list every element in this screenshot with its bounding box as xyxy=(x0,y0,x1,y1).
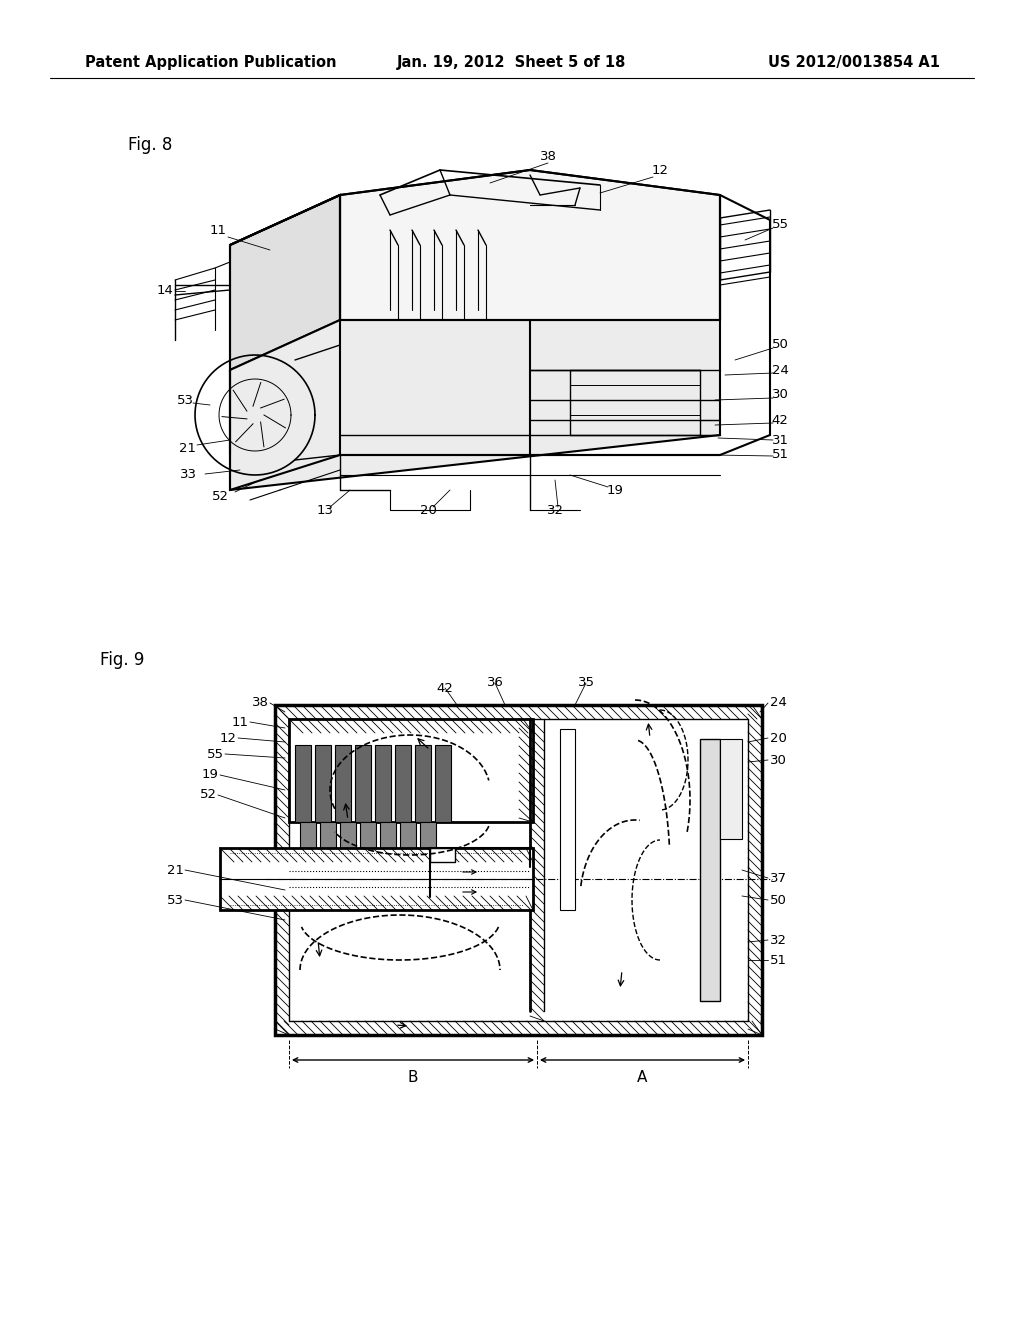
Text: US 2012/0013854 A1: US 2012/0013854 A1 xyxy=(768,54,940,70)
Text: Fig. 8: Fig. 8 xyxy=(128,136,172,154)
Text: 24: 24 xyxy=(770,697,786,710)
Text: 20: 20 xyxy=(420,503,436,516)
Text: 32: 32 xyxy=(769,933,786,946)
Text: 55: 55 xyxy=(207,747,223,760)
Polygon shape xyxy=(420,822,436,862)
Polygon shape xyxy=(400,822,416,862)
Polygon shape xyxy=(355,744,371,822)
Text: Fig. 9: Fig. 9 xyxy=(100,651,144,669)
Text: 12: 12 xyxy=(651,164,669,177)
Text: 51: 51 xyxy=(769,953,786,966)
Polygon shape xyxy=(340,822,356,862)
Polygon shape xyxy=(340,170,720,345)
Text: 55: 55 xyxy=(771,219,788,231)
Text: 37: 37 xyxy=(769,871,786,884)
Polygon shape xyxy=(300,822,316,862)
Text: 52: 52 xyxy=(212,490,228,503)
Text: B: B xyxy=(408,1071,418,1085)
Text: 19: 19 xyxy=(606,483,624,496)
Text: 35: 35 xyxy=(578,676,595,689)
Text: Jan. 19, 2012  Sheet 5 of 18: Jan. 19, 2012 Sheet 5 of 18 xyxy=(397,54,627,70)
Text: 30: 30 xyxy=(770,754,786,767)
Text: 14: 14 xyxy=(157,284,173,297)
Text: 12: 12 xyxy=(219,731,237,744)
Polygon shape xyxy=(700,739,720,1001)
Text: 53: 53 xyxy=(167,894,183,907)
Text: 20: 20 xyxy=(770,731,786,744)
Text: 42: 42 xyxy=(436,681,454,694)
Text: 11: 11 xyxy=(231,715,249,729)
Text: 36: 36 xyxy=(486,676,504,689)
Text: 21: 21 xyxy=(167,863,183,876)
Text: 51: 51 xyxy=(771,449,788,462)
Text: 50: 50 xyxy=(770,894,786,907)
Text: 24: 24 xyxy=(771,363,788,376)
Polygon shape xyxy=(220,847,534,909)
Polygon shape xyxy=(230,319,720,490)
Text: 38: 38 xyxy=(540,149,556,162)
Polygon shape xyxy=(430,847,455,862)
Text: 32: 32 xyxy=(547,503,563,516)
Text: 33: 33 xyxy=(179,469,197,482)
Polygon shape xyxy=(560,729,575,909)
Text: 52: 52 xyxy=(200,788,216,801)
Text: 30: 30 xyxy=(771,388,788,401)
Polygon shape xyxy=(275,705,762,1035)
Text: 11: 11 xyxy=(210,223,226,236)
Text: 53: 53 xyxy=(176,393,194,407)
Polygon shape xyxy=(380,822,396,862)
Text: 42: 42 xyxy=(771,413,788,426)
Text: Patent Application Publication: Patent Application Publication xyxy=(85,54,337,70)
Text: 50: 50 xyxy=(771,338,788,351)
Polygon shape xyxy=(335,744,351,822)
Text: 19: 19 xyxy=(202,768,218,781)
Text: 31: 31 xyxy=(771,433,788,446)
Polygon shape xyxy=(315,744,331,822)
Polygon shape xyxy=(289,719,534,822)
Polygon shape xyxy=(395,744,411,822)
Polygon shape xyxy=(319,822,336,862)
Text: 38: 38 xyxy=(252,697,268,710)
Text: 13: 13 xyxy=(316,503,334,516)
Polygon shape xyxy=(230,195,340,370)
Polygon shape xyxy=(415,744,431,822)
Polygon shape xyxy=(360,822,376,862)
Polygon shape xyxy=(375,744,391,822)
Polygon shape xyxy=(435,744,451,822)
Polygon shape xyxy=(295,744,311,822)
Text: A: A xyxy=(637,1071,647,1085)
Polygon shape xyxy=(720,739,742,840)
Text: 21: 21 xyxy=(179,441,197,454)
